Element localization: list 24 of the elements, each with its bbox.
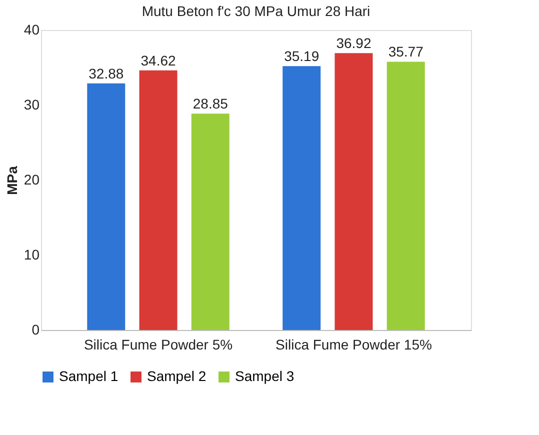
y-tick-label: 0 — [32, 322, 40, 338]
data-label: 32.88 — [88, 65, 124, 82]
y-axis-title: MPa — [4, 166, 20, 195]
legend-label: Sampel 3 — [235, 368, 294, 384]
bar — [282, 66, 321, 330]
bar — [139, 70, 178, 330]
data-label: 36.92 — [336, 35, 372, 52]
data-label: 28.85 — [192, 96, 228, 112]
x-tick-label: Silica Fume Powder 15% — [276, 336, 432, 352]
data-label: 35.77 — [388, 44, 424, 60]
data-label: 35.19 — [284, 48, 320, 64]
legend-label: Sampel 2 — [147, 368, 206, 384]
x-tick-label: Silica Fume Powder 5% — [84, 336, 233, 352]
bar — [334, 53, 373, 330]
bar — [386, 62, 425, 330]
y-tick-label: 20 — [24, 172, 40, 188]
data-label: 34.62 — [140, 52, 176, 68]
y-tick-label: 30 — [24, 96, 40, 112]
y-tick-label: 40 — [24, 22, 40, 38]
legend-label: Sampel 1 — [59, 368, 118, 384]
y-tick-label: 10 — [24, 246, 40, 262]
bar — [191, 114, 230, 330]
bar — [87, 83, 126, 330]
chart-title: Mutu Beton f'c 30 MPa Umur 28 Hari — [142, 3, 370, 19]
